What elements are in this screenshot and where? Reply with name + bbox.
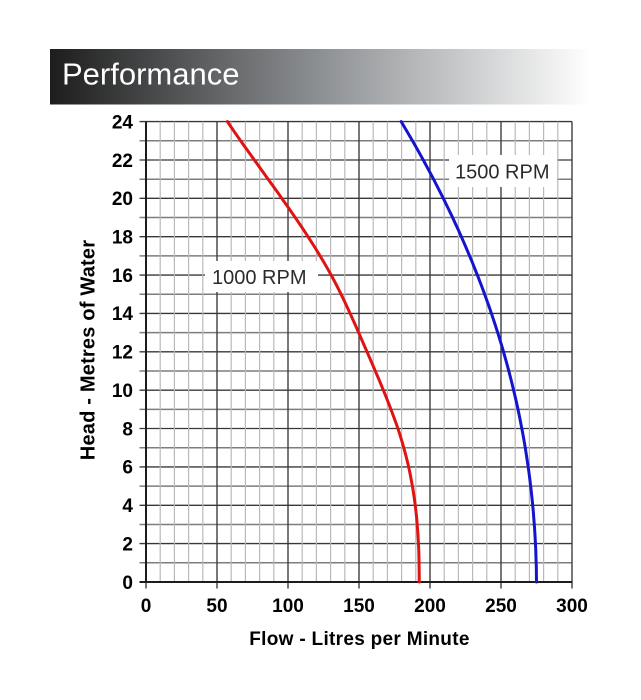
svg-text:Head - Metres of Water: Head - Metres of Water bbox=[78, 240, 100, 460]
svg-text:20: 20 bbox=[112, 189, 133, 210]
svg-text:150: 150 bbox=[343, 596, 375, 617]
svg-text:18: 18 bbox=[112, 228, 133, 249]
svg-text:10: 10 bbox=[112, 381, 133, 402]
svg-text:Performance: Performance bbox=[62, 57, 239, 92]
svg-text:24: 24 bbox=[112, 112, 134, 133]
svg-text:50: 50 bbox=[206, 596, 227, 617]
svg-text:Flow - Litres per Minute: Flow - Litres per Minute bbox=[249, 629, 469, 650]
svg-text:100: 100 bbox=[272, 596, 304, 617]
svg-text:250: 250 bbox=[485, 596, 517, 617]
svg-text:6: 6 bbox=[122, 458, 133, 479]
svg-text:1000 RPM: 1000 RPM bbox=[212, 267, 307, 289]
svg-text:300: 300 bbox=[556, 596, 588, 617]
svg-text:4: 4 bbox=[122, 496, 133, 517]
svg-text:1500 RPM: 1500 RPM bbox=[455, 162, 550, 184]
svg-text:16: 16 bbox=[112, 266, 133, 287]
svg-text:200: 200 bbox=[414, 596, 446, 617]
svg-text:22: 22 bbox=[112, 151, 133, 172]
svg-text:14: 14 bbox=[112, 304, 134, 325]
svg-text:0: 0 bbox=[122, 573, 133, 594]
svg-text:0: 0 bbox=[141, 596, 152, 617]
svg-text:8: 8 bbox=[122, 419, 133, 440]
svg-text:2: 2 bbox=[122, 534, 133, 555]
svg-text:12: 12 bbox=[112, 343, 133, 364]
